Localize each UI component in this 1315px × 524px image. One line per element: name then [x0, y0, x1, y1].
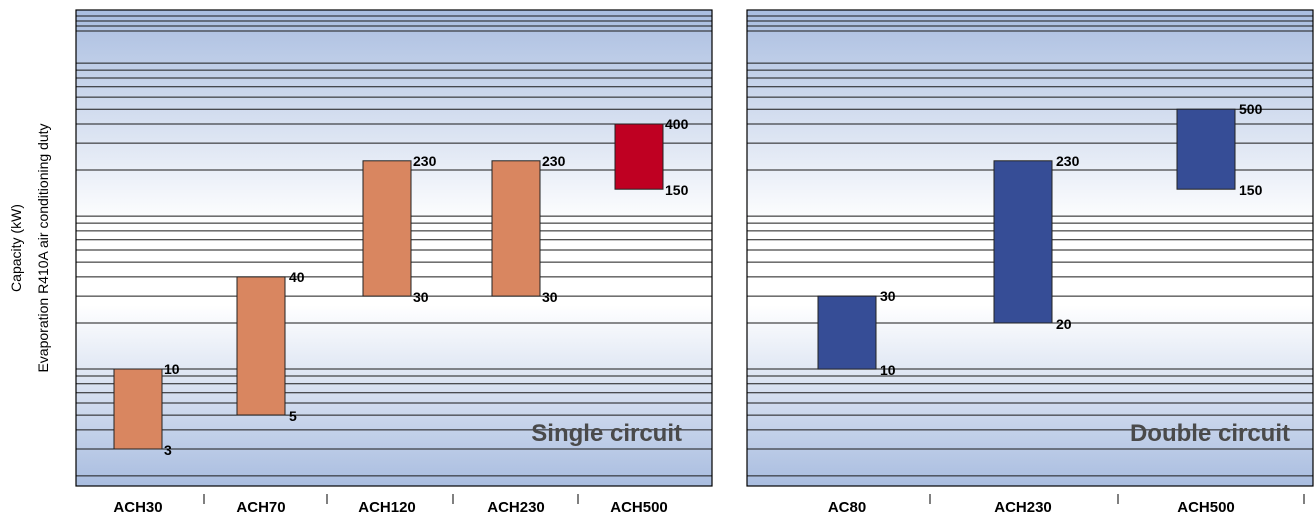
bar-min-label: 10 — [880, 362, 896, 378]
plot-frame — [75, 9, 713, 487]
bar-ach500 — [1176, 108, 1236, 190]
bar-ach230 — [491, 160, 541, 297]
bar-ach120 — [362, 160, 412, 297]
single-circuit-panel: 10 3 ACH30 40 5 ACH70 230 30 ACH120 230 30 ACH230 40… — [75, 9, 713, 516]
category-label: ACH120 — [358, 499, 416, 516]
plot-frame — [746, 9, 1314, 487]
bar-min-label: 150 — [665, 182, 689, 198]
bar-max-label: 10 — [164, 361, 180, 377]
category-label: ACH500 — [610, 499, 668, 516]
category-label: ACH230 — [994, 499, 1052, 516]
bar-ach500 — [614, 123, 664, 190]
bar-max-label: 400 — [665, 116, 689, 132]
category-label: ACH30 — [113, 499, 162, 516]
bar-min-label: 20 — [1056, 316, 1072, 332]
bar-ach30 — [113, 368, 163, 450]
bar-ac80 — [817, 295, 877, 370]
bar-max-label: 230 — [413, 153, 437, 169]
bar-max-label: 500 — [1239, 101, 1263, 117]
bar-min-label: 30 — [413, 289, 429, 305]
y-axis-label-line2: Evaporation R410A air conditioning duty — [35, 123, 51, 372]
category-label: ACH500 — [1177, 499, 1235, 516]
category-label: AC80 — [828, 499, 866, 516]
bar-max-label: 30 — [880, 288, 896, 304]
bar-min-label: 30 — [542, 289, 558, 305]
y-axis-label-line1: Capacity (kW) — [8, 204, 24, 292]
category-label: ACH230 — [487, 499, 545, 516]
panel-label: Double circuit — [1130, 420, 1290, 447]
double-circuit-panel: 30 10 AC80 230 20 ACH230 500 150 ACH500 Double ci… — [746, 9, 1314, 516]
panel-label: Single circuit — [531, 420, 682, 447]
bar-min-label: 150 — [1239, 182, 1263, 198]
bar-max-label: 230 — [1056, 153, 1080, 169]
bar-max-label: 40 — [289, 269, 305, 285]
bar-max-label: 230 — [542, 153, 566, 169]
bar-ach230 — [993, 160, 1053, 324]
bar-min-label: 5 — [289, 408, 297, 424]
y-axis-label: Capacity (kW) Evaporation R410A air cond… — [8, 123, 51, 372]
bar-ach70 — [236, 276, 286, 416]
category-label: ACH70 — [236, 499, 285, 516]
bar-min-label: 3 — [164, 442, 172, 458]
